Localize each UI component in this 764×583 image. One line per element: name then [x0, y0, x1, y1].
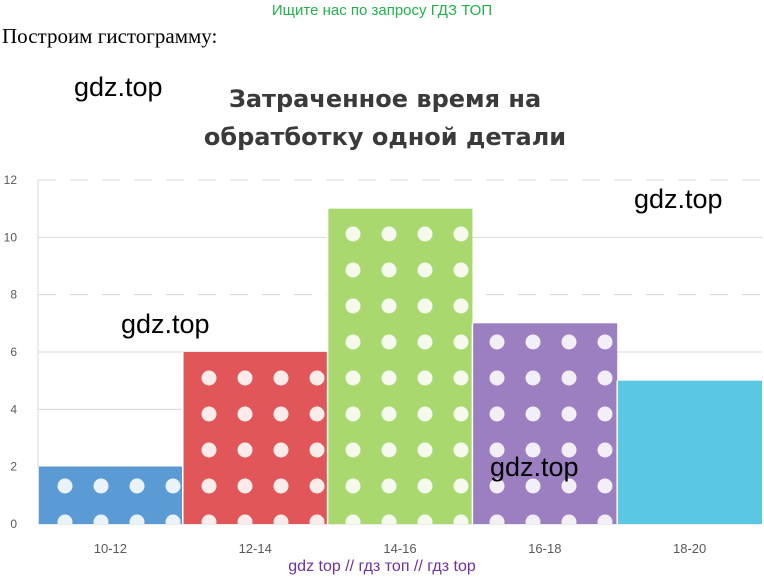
x-category-label: 12-14 — [239, 541, 272, 556]
bars — [37, 208, 762, 524]
footer-watermark: gdz top // гдз топ // гдз top — [288, 558, 476, 575]
bar-pattern-10-12 — [38, 466, 183, 524]
y-tick-label: 10 — [4, 230, 18, 244]
y-tick-label: 12 — [4, 173, 18, 187]
x-category-label: 10-12 — [94, 541, 127, 556]
y-tick-label: 8 — [10, 288, 17, 302]
intro-text: Построим гистограмму: — [2, 24, 218, 48]
y-tick-label: 0 — [10, 517, 17, 531]
bar-pattern-12-14 — [182, 352, 328, 524]
top-watermark: Ищите нас по запросу ГДЗ ТОП — [271, 2, 493, 19]
x-category-label: 16-18 — [528, 541, 561, 556]
bar-18-20 — [617, 380, 762, 524]
chart-title-line-2: обратботку одной детали — [203, 123, 567, 151]
y-tick-label: 2 — [10, 460, 17, 474]
y-tick-label: 4 — [10, 402, 17, 416]
x-axis-labels: 10-12 12-14 14-16 16-18 18-20 — [94, 541, 706, 556]
x-category-label: 14-16 — [383, 541, 416, 556]
gdz-watermark-3: gdz.top — [121, 309, 210, 339]
x-category-label: 18-20 — [673, 541, 706, 556]
y-tick-label: 6 — [10, 345, 17, 359]
gdz-watermark-1: gdz.top — [74, 72, 163, 102]
chart-title: Затраченное время на обратботку одной де… — [165, 80, 605, 156]
gdz-watermark-2: gdz.top — [634, 184, 723, 214]
chart-title-line-1: Затраченное время на — [228, 85, 542, 113]
gdz-watermark-4: gdz.top — [490, 452, 579, 482]
bar-pattern-14-16 — [327, 208, 473, 524]
bar-pattern-16-18 — [472, 323, 618, 524]
